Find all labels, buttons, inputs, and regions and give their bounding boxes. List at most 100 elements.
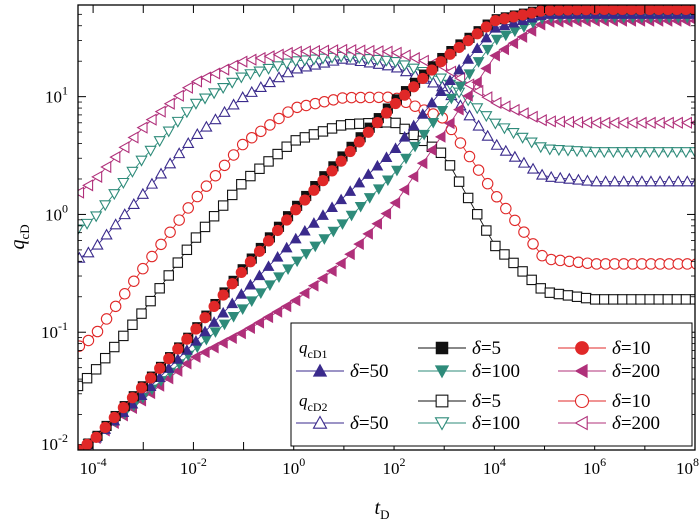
data-point [662, 294, 674, 305]
data-point [163, 157, 177, 169]
data-point [526, 274, 537, 286]
data-point [307, 279, 319, 292]
data-point [155, 238, 167, 251]
data-point [435, 56, 447, 68]
y-axis-label: qcD [7, 224, 32, 249]
legend-marker [312, 415, 328, 429]
data-point [481, 225, 492, 236]
data-point [326, 165, 338, 177]
data-point [217, 200, 229, 211]
data-point [390, 61, 404, 73]
data-point [580, 292, 592, 304]
data-point [78, 340, 86, 352]
x-tick-label: 106 [583, 455, 606, 478]
data-point [626, 294, 637, 305]
data-point [508, 257, 519, 269]
data-point [561, 145, 575, 157]
data-point [191, 190, 204, 203]
data-point [254, 51, 266, 65]
data-point [99, 352, 111, 364]
data-point [353, 136, 365, 148]
data-point [154, 283, 165, 294]
data-point [581, 174, 594, 186]
series-line [79, 96, 695, 347]
data-point [264, 280, 276, 291]
data-point [689, 294, 695, 305]
data-point [499, 100, 511, 113]
data-point [246, 131, 258, 144]
data-point [635, 175, 649, 187]
legend-label: δ=10 [612, 391, 651, 412]
data-point [381, 59, 394, 71]
data-point [218, 319, 231, 331]
data-point [289, 56, 302, 68]
data-point [454, 137, 467, 149]
data-point [344, 185, 357, 196]
data-point [209, 67, 221, 80]
data-point [272, 48, 284, 61]
data-point [236, 91, 249, 103]
data-point [209, 327, 222, 338]
data-point [517, 107, 529, 120]
data-point [235, 72, 248, 84]
legend-marker [435, 394, 449, 408]
data-point [490, 96, 502, 110]
data-point [90, 211, 103, 223]
legend-label: δ=100 [472, 413, 520, 434]
data-point [80, 218, 94, 230]
data-point [327, 226, 340, 238]
data-point [426, 64, 438, 76]
data-point [189, 98, 203, 110]
data-point [298, 55, 311, 67]
data-point [164, 226, 176, 238]
data-point [245, 53, 257, 66]
data-point [227, 98, 240, 110]
data-point [290, 45, 302, 58]
data-point [144, 372, 157, 384]
data-point [271, 305, 283, 318]
data-point [589, 294, 601, 305]
data-point [263, 156, 274, 167]
data-point [398, 60, 411, 72]
data-point [672, 175, 685, 187]
data-point [78, 380, 84, 392]
data-point [525, 24, 537, 37]
data-point [661, 147, 674, 159]
series-qcD1-circle-filled [78, 5, 695, 450]
data-point [109, 151, 121, 164]
data-point [281, 141, 292, 152]
data-point [690, 177, 695, 187]
data-point [407, 63, 420, 75]
data-point [526, 162, 540, 174]
legend-label: δ=200 [612, 413, 660, 434]
data-point [463, 109, 476, 121]
y-tick-label: 100 [45, 201, 68, 224]
data-point [263, 50, 275, 63]
data-point [381, 45, 393, 58]
data-point [462, 53, 475, 64]
data-point [481, 129, 494, 141]
data-point [154, 167, 168, 179]
data-point [463, 78, 475, 91]
data-point [445, 93, 458, 105]
data-point [688, 147, 695, 159]
data-point [309, 241, 322, 253]
data-point [472, 84, 484, 98]
data-point [271, 61, 284, 73]
data-point [153, 136, 166, 148]
data-point [444, 74, 456, 86]
data-point [135, 155, 148, 167]
data-point [309, 58, 322, 70]
data-point [652, 147, 665, 159]
data-point [335, 120, 347, 131]
legend-marker [574, 363, 588, 379]
data-point [516, 31, 528, 43]
data-point [617, 294, 628, 305]
data-point [454, 81, 467, 93]
data-point [471, 76, 482, 89]
data-point [199, 312, 211, 324]
data-point [407, 119, 420, 131]
labels-layer: 10-4 10-2 100 102 104 106 108 10-2 10-1 100 101 tD q… [7, 84, 699, 521]
data-point [180, 357, 192, 370]
data-point [245, 170, 256, 182]
